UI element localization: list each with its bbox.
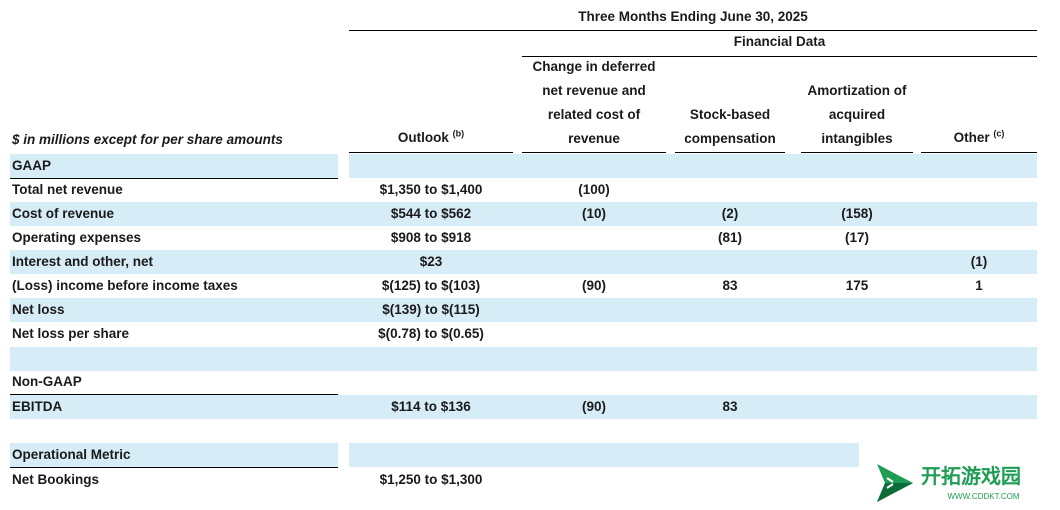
band-gaap-values xyxy=(349,154,1037,178)
financial-data-underline xyxy=(522,56,1037,57)
outlook-note: (b) xyxy=(452,128,465,139)
row-label-cost-of-revenue: Cost of revenue xyxy=(12,206,115,221)
cell-amort: (17) xyxy=(844,230,869,245)
cell-deferred: (10) xyxy=(581,206,606,221)
section-gaap: GAAP xyxy=(12,158,52,173)
row-label-loss-before-taxes: (Loss) income before income taxes xyxy=(12,278,238,293)
rule-outlook xyxy=(349,152,513,153)
rule-stock xyxy=(675,152,785,153)
row-label-net-bookings: Net Bookings xyxy=(12,472,100,487)
cell-stock: (81) xyxy=(717,230,742,245)
cell-outlook: $23 xyxy=(419,254,443,269)
rule-other xyxy=(921,152,1037,153)
cell-outlook: $114 to $136 xyxy=(391,399,471,414)
rule-operational xyxy=(10,467,338,468)
rule-deferred xyxy=(522,152,666,153)
stock-line-1: Stock-based xyxy=(689,107,771,122)
outlook-label: Outlook xyxy=(397,130,449,145)
col-header-stock: Stock-based compensation xyxy=(675,103,785,151)
col-header-deferred: Change in deferred net revenue and relat… xyxy=(522,55,666,151)
cell-outlook: $908 to $918 xyxy=(390,230,472,245)
cell-outlook: $(125) to $(103) xyxy=(381,278,481,293)
amort-line-2: acquired xyxy=(828,107,886,122)
cell-outlook: $(139) to $(115) xyxy=(382,302,480,317)
cell-stock: 83 xyxy=(722,278,738,293)
band-netloss xyxy=(10,298,1037,322)
financial-data-header: Financial Data xyxy=(733,34,826,49)
row-label-total-net-revenue: Total net revenue xyxy=(12,182,123,197)
band-gaap-label xyxy=(10,154,338,178)
deferred-line-1: Change in deferred xyxy=(532,59,656,74)
period-header: Three Months Ending June 30, 2025 xyxy=(578,9,808,24)
watermark-title: 开拓游戏园 xyxy=(921,466,1021,488)
col-header-other: Other (c) xyxy=(921,126,1037,150)
amort-line-3: intangibles xyxy=(821,131,893,146)
cell-deferred: (100) xyxy=(578,182,610,197)
deferred-line-4: revenue xyxy=(568,131,620,146)
row-label-operating-expenses: Operating expenses xyxy=(12,230,142,245)
cell-outlook: $544 to $562 xyxy=(390,206,472,221)
col-header-outlook: Outlook (b) xyxy=(349,126,513,150)
rule-amort xyxy=(801,152,913,153)
row-label-ebitda: EBITDA xyxy=(12,399,63,414)
stock-line-2: compensation xyxy=(684,131,776,146)
cell-amort: (158) xyxy=(841,206,873,221)
cell-outlook: $(0.78) to $(0.65) xyxy=(378,326,484,341)
cell-outlook: $1,350 to $1,400 xyxy=(379,182,483,197)
deferred-line-2: net revenue and xyxy=(542,83,646,98)
band-operational-values xyxy=(349,443,859,467)
deferred-line-3: related cost of xyxy=(547,107,641,122)
row-label-net-loss-per-share: Net loss per share xyxy=(12,326,130,341)
cell-deferred: (90) xyxy=(581,399,606,414)
cell-amort: 175 xyxy=(845,278,869,293)
section-operational: Operational Metric xyxy=(12,447,131,462)
watermark-logo-icon xyxy=(873,460,917,506)
amort-line-1: Amortization of xyxy=(807,83,907,98)
cell-other: 1 xyxy=(975,278,983,293)
col-header-amort: Amortization of acquired intangibles xyxy=(801,79,913,151)
cell-deferred: (90) xyxy=(581,278,606,293)
row-label-interest-other: Interest and other, net xyxy=(12,254,154,269)
cell-outlook: $1,250 to $1,300 xyxy=(379,472,483,487)
band-interest xyxy=(10,250,1037,274)
cell-stock: (2) xyxy=(721,206,739,221)
cell-stock: 83 xyxy=(722,399,738,414)
period-underline xyxy=(349,30,1037,31)
units-label: $ in millions except for per share amoun… xyxy=(12,132,283,147)
other-label: Other xyxy=(953,130,990,145)
other-note: (c) xyxy=(993,128,1005,139)
band-cost xyxy=(10,202,1037,226)
row-label-net-loss: Net loss xyxy=(12,302,65,317)
rule-nongaap xyxy=(10,394,338,395)
band-spacer xyxy=(10,347,1037,371)
cell-other: (1) xyxy=(970,254,988,269)
section-nongaap: Non-GAAP xyxy=(12,374,82,389)
band-operational-label xyxy=(10,443,338,467)
band-ebitda xyxy=(10,395,1037,419)
rule-gaap xyxy=(10,178,338,179)
watermark-url: WWW.CDDKT.COM xyxy=(947,492,1020,501)
